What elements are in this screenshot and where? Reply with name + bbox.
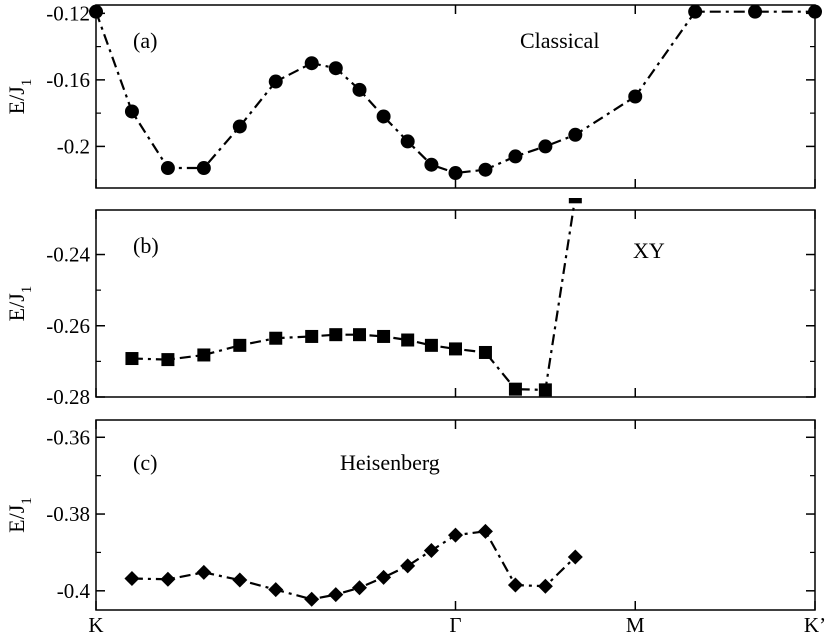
data-point-circle	[688, 4, 703, 19]
panel-label: (a)	[133, 28, 157, 53]
data-point-circle	[268, 74, 283, 89]
plot-frame	[95, 4, 816, 189]
x-tick-label: K’	[804, 613, 826, 635]
data-point-circle	[400, 134, 415, 149]
series-line	[131, 530, 577, 601]
y-tick-label: -0.28	[46, 385, 90, 409]
data-point-circle	[376, 109, 391, 124]
x-tick-label: Γ	[449, 613, 461, 635]
data-point-square	[233, 338, 247, 352]
data-point-circle	[89, 4, 103, 19]
y-tick-label: -0.26	[46, 314, 90, 338]
y-tick-label: -0.12	[46, 1, 90, 25]
data-point-square	[161, 353, 175, 367]
data-point-circle	[808, 4, 822, 19]
data-point-diamond	[328, 587, 344, 603]
data-point-diamond	[423, 543, 439, 559]
panel-classical: -0.12 -0.16 -0.2 E/J1 (a) Classical	[4, 1, 822, 189]
data-point-square	[269, 331, 283, 345]
model-annotation-heisenberg: Heisenberg	[340, 450, 440, 475]
data-point-square	[197, 348, 211, 362]
plot-frame	[95, 209, 816, 398]
data-point-circle	[328, 61, 343, 76]
data-point-square	[353, 328, 367, 342]
data-point-circle	[628, 89, 643, 104]
y-axis-label: E/J1	[4, 286, 35, 322]
data-point-square	[538, 383, 552, 397]
panel-xy: -0.24 -0.26 -0.28 E/J1 (b) XY	[4, 198, 816, 409]
data-point-square	[401, 333, 415, 347]
y-tick-label: -0.16	[46, 68, 90, 92]
data-point-circle	[232, 119, 247, 134]
data-point-square	[508, 382, 522, 396]
data-point-circle	[568, 127, 583, 142]
data-point-circle	[196, 161, 211, 176]
data-point-square	[125, 352, 139, 366]
data-point-diamond	[304, 591, 320, 607]
data-point-circle	[448, 166, 463, 181]
plot-frame	[95, 419, 816, 611]
model-annotation-classical: Classical	[520, 28, 599, 53]
x-tick-label: M	[626, 613, 645, 635]
data-point-diamond	[352, 580, 368, 596]
data-point-diamond	[232, 572, 248, 588]
data-point-diamond	[507, 577, 523, 593]
data-point-circle	[124, 104, 139, 119]
data-point-diamond	[124, 571, 140, 587]
data-point-circle	[424, 157, 439, 172]
data-point-diamond	[477, 523, 493, 539]
data-point-square	[305, 329, 319, 343]
x-axis: K Γ M K’	[88, 613, 826, 635]
panel-label: (c)	[133, 450, 157, 475]
data-point-circle	[508, 149, 523, 164]
y-tick-label: -0.2	[57, 134, 90, 158]
series-group	[89, 4, 822, 181]
data-point-diamond	[400, 558, 416, 574]
model-annotation-xy: XY	[633, 238, 665, 263]
data-point-diamond	[268, 582, 284, 598]
data-point-circle	[748, 4, 763, 19]
y-axis-label: E/J1	[4, 79, 35, 115]
data-point-circle	[160, 161, 175, 176]
data-point-diamond	[537, 578, 553, 594]
series-group	[125, 198, 582, 397]
series-line	[131, 198, 577, 392]
data-point-diamond	[160, 571, 176, 587]
y-axis-label: E/J1	[4, 497, 35, 533]
data-point-diamond	[567, 549, 583, 565]
x-tick-label: K	[88, 613, 103, 635]
series-group	[124, 523, 583, 607]
panel-label: (b)	[133, 233, 159, 258]
y-tick-label: -0.38	[46, 502, 90, 526]
data-point-square	[568, 198, 582, 204]
y-tick-label: -0.4	[57, 579, 91, 603]
data-point-square	[377, 329, 391, 343]
series-line	[94, 10, 815, 175]
data-point-square	[478, 345, 492, 359]
data-point-square	[424, 338, 438, 352]
data-point-diamond	[376, 569, 392, 585]
data-point-diamond	[448, 527, 463, 543]
data-point-circle	[478, 162, 493, 177]
data-point-square	[449, 342, 462, 356]
data-point-circle	[352, 82, 367, 97]
panel-heisenberg: -0.36 -0.38 -0.4 E/J1 (c) Heisenberg	[4, 419, 816, 611]
data-point-square	[329, 328, 343, 342]
data-point-circle	[538, 139, 553, 154]
y-tick-label: -0.24	[46, 243, 90, 267]
data-point-diamond	[196, 564, 212, 580]
y-tick-label: -0.36	[46, 425, 90, 449]
data-point-circle	[304, 56, 319, 71]
